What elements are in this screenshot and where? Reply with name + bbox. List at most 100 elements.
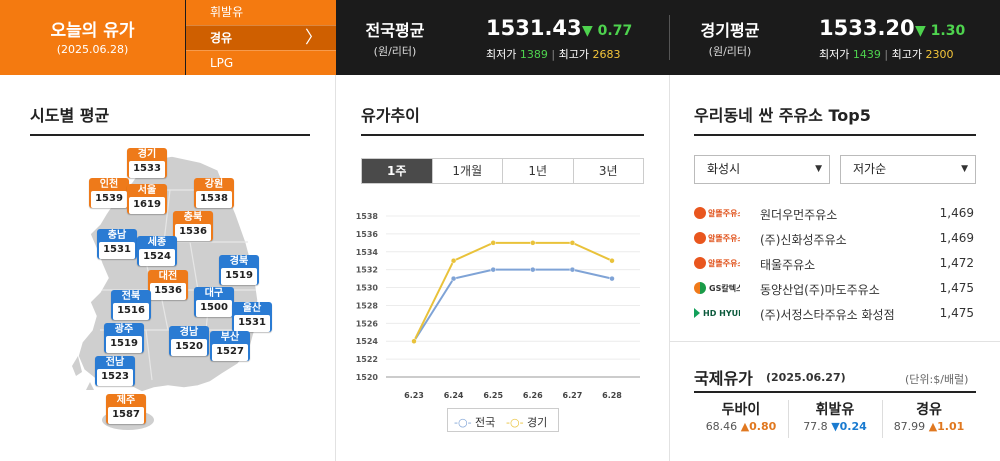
region-name: 충북 bbox=[183, 212, 203, 223]
tab-1week[interactable]: 1주 bbox=[362, 159, 432, 183]
region-value: 1587 bbox=[108, 407, 144, 424]
region-value: 1527 bbox=[212, 344, 248, 361]
station-row[interactable]: 알뜰주유소 (주)신화성주유소 1,469 bbox=[694, 227, 976, 251]
national-price: 1531.43 bbox=[486, 16, 582, 40]
data-point bbox=[490, 240, 496, 246]
x-tick-label: 6.24 bbox=[444, 391, 464, 400]
page-date: (2025.06.28) bbox=[56, 43, 129, 56]
sort-select-value: 저가순 bbox=[853, 162, 887, 176]
fuel-tab-diesel[interactable]: 경유 〉 bbox=[186, 25, 336, 50]
region-select-value: 화성시 bbox=[707, 162, 741, 176]
region-name: 강원 bbox=[204, 179, 224, 190]
region-name: 전북 bbox=[121, 291, 141, 302]
region-jeonbuk[interactable]: 전북 1516 bbox=[111, 290, 151, 320]
section-divider bbox=[670, 341, 1000, 342]
gyeonggi-low: 1439 bbox=[852, 48, 881, 61]
data-point bbox=[490, 266, 496, 273]
intl-dubai: 두바이 68.46 ▲0.80 bbox=[694, 396, 788, 441]
national-label: 전국평균 bbox=[365, 21, 425, 40]
region-value: 1519 bbox=[221, 268, 257, 285]
region-markers: 경기 1533 인천 1539 서울 1619 강원 1538 충북 1536 충남 153… bbox=[0, 75, 335, 461]
fuel-tab-label: 휘발유 bbox=[210, 5, 244, 19]
intl-change: ▲0.80 bbox=[740, 420, 777, 433]
fuel-tab-label: 경유 bbox=[210, 31, 233, 45]
region-gyeonggi[interactable]: 경기 1533 bbox=[127, 148, 167, 178]
national-change: ▼ 0.77 bbox=[582, 23, 633, 39]
region-gangwon[interactable]: 강원 1538 bbox=[194, 178, 234, 208]
data-point bbox=[609, 275, 615, 282]
station-row[interactable]: 알뜰주유소 태울주유소 1,472 bbox=[694, 252, 976, 276]
region-seoul[interactable]: 서울 1619 bbox=[127, 184, 167, 214]
data-point bbox=[569, 240, 576, 246]
triangle-down-icon: ▼ bbox=[961, 164, 968, 174]
intl-value: 77.8 ▼0.24 bbox=[788, 420, 882, 433]
high-label: 최고가 bbox=[891, 48, 922, 61]
region-daegu[interactable]: 대구 1500 bbox=[194, 287, 234, 317]
brand-label: 알뜰주유소 bbox=[708, 234, 740, 243]
station-row[interactable]: 알뜰주유소 원더우먼주유소 1,469 bbox=[694, 202, 976, 226]
x-tick-label: 6.23 bbox=[404, 391, 424, 400]
region-name: 전남 bbox=[105, 357, 125, 368]
intl-gasoline: 휘발유 77.8 ▼0.24 bbox=[788, 396, 882, 441]
sort-select[interactable]: 저가순 ▼ bbox=[840, 155, 976, 184]
x-tick-label: 6.28 bbox=[602, 391, 622, 400]
intl-price: 68.46 bbox=[705, 420, 738, 433]
national-low: 1389 bbox=[519, 48, 548, 61]
regional-title: 시도별 평균 bbox=[30, 106, 110, 125]
legend-label: 경기 bbox=[527, 416, 548, 429]
top5-title: 우리동네 싼 주유소 Top5 bbox=[694, 106, 871, 125]
region-name: 경기 bbox=[137, 149, 157, 160]
fuel-tab-gasoline[interactable]: 휘발유 bbox=[186, 0, 336, 25]
station-name: 원더우먼주유소 bbox=[760, 208, 838, 222]
brand-label: 알뜰주유소 bbox=[708, 259, 740, 268]
region-ulsan[interactable]: 울산 1531 bbox=[232, 302, 272, 332]
tab-1year[interactable]: 1년 bbox=[502, 159, 573, 183]
region-value: 1531 bbox=[99, 242, 135, 259]
trend-title: 유가추이 bbox=[361, 106, 420, 125]
region-jeonnam[interactable]: 전남 1523 bbox=[95, 356, 135, 386]
region-incheon[interactable]: 인천 1539 bbox=[89, 178, 129, 208]
fuel-tab-lpg[interactable]: LPG bbox=[186, 50, 336, 75]
region-value: 1539 bbox=[91, 191, 127, 208]
region-gyeongbuk[interactable]: 경북 1519 bbox=[219, 255, 259, 285]
intl-title: 국제유가 bbox=[694, 369, 753, 388]
region-gwangju[interactable]: 광주 1519 bbox=[104, 323, 144, 353]
region-sejong[interactable]: 세종 1524 bbox=[137, 236, 177, 266]
region-chungbuk[interactable]: 충북 1536 bbox=[173, 211, 213, 241]
gyeonggi-label: 경기평균 bbox=[700, 21, 760, 40]
brand-block: 오늘의 유가 (2025.06.28) bbox=[0, 0, 185, 75]
station-price: 1,475 bbox=[939, 281, 974, 295]
region-gyeongnam[interactable]: 경남 1520 bbox=[169, 326, 209, 356]
top5-rule bbox=[694, 134, 976, 136]
station-row[interactable]: HD HYUNDAI OILBANK (주)서정스타주유소 화성점 1,475 bbox=[694, 302, 976, 326]
region-busan[interactable]: 부산 1527 bbox=[210, 331, 250, 361]
intl-value: 68.46 ▲0.80 bbox=[694, 420, 788, 433]
legend-label: 전국 bbox=[475, 416, 496, 429]
data-point bbox=[530, 240, 536, 246]
station-price: 1,475 bbox=[939, 306, 974, 320]
fuel-type-menu: 휘발유 경유 〉 LPG bbox=[186, 0, 336, 75]
national-range: 최저가 1389 | 최고가 2683 bbox=[486, 48, 621, 61]
gyeonggi-range: 최저가 1439 | 최고가 2300 bbox=[819, 48, 954, 61]
region-daejeon[interactable]: 대전 1536 bbox=[148, 270, 188, 300]
legend-item-national: -○- 전국 bbox=[454, 416, 496, 429]
intl-name: 두바이 bbox=[721, 402, 761, 418]
gyeonggi-unit: (원/리터) bbox=[708, 45, 752, 58]
region-jeju[interactable]: 제주 1587 bbox=[106, 394, 146, 424]
intl-divider bbox=[882, 400, 883, 438]
header-divider bbox=[669, 15, 670, 60]
region-chungnam[interactable]: 충남 1531 bbox=[97, 229, 137, 259]
tab-1month[interactable]: 1개월 bbox=[431, 159, 502, 183]
gyeonggi-change: ▼ 1.30 bbox=[915, 23, 966, 39]
region-name: 세종 bbox=[147, 237, 167, 248]
brand-label: 알뜰주유소 bbox=[708, 209, 740, 218]
intl-unit: (단위:$/배럴) bbox=[905, 373, 969, 386]
x-tick-label: 6.27 bbox=[563, 391, 583, 400]
fuel-tab-label: LPG bbox=[210, 56, 234, 70]
region-name: 인천 bbox=[99, 179, 119, 190]
tab-3year[interactable]: 3년 bbox=[572, 159, 643, 183]
region-select[interactable]: 화성시 ▼ bbox=[694, 155, 830, 184]
region-value: 1523 bbox=[97, 369, 133, 386]
station-row[interactable]: GS칼텍스 동양산업(주)마도주유소 1,475 bbox=[694, 277, 976, 301]
station-price: 1,469 bbox=[939, 206, 974, 220]
